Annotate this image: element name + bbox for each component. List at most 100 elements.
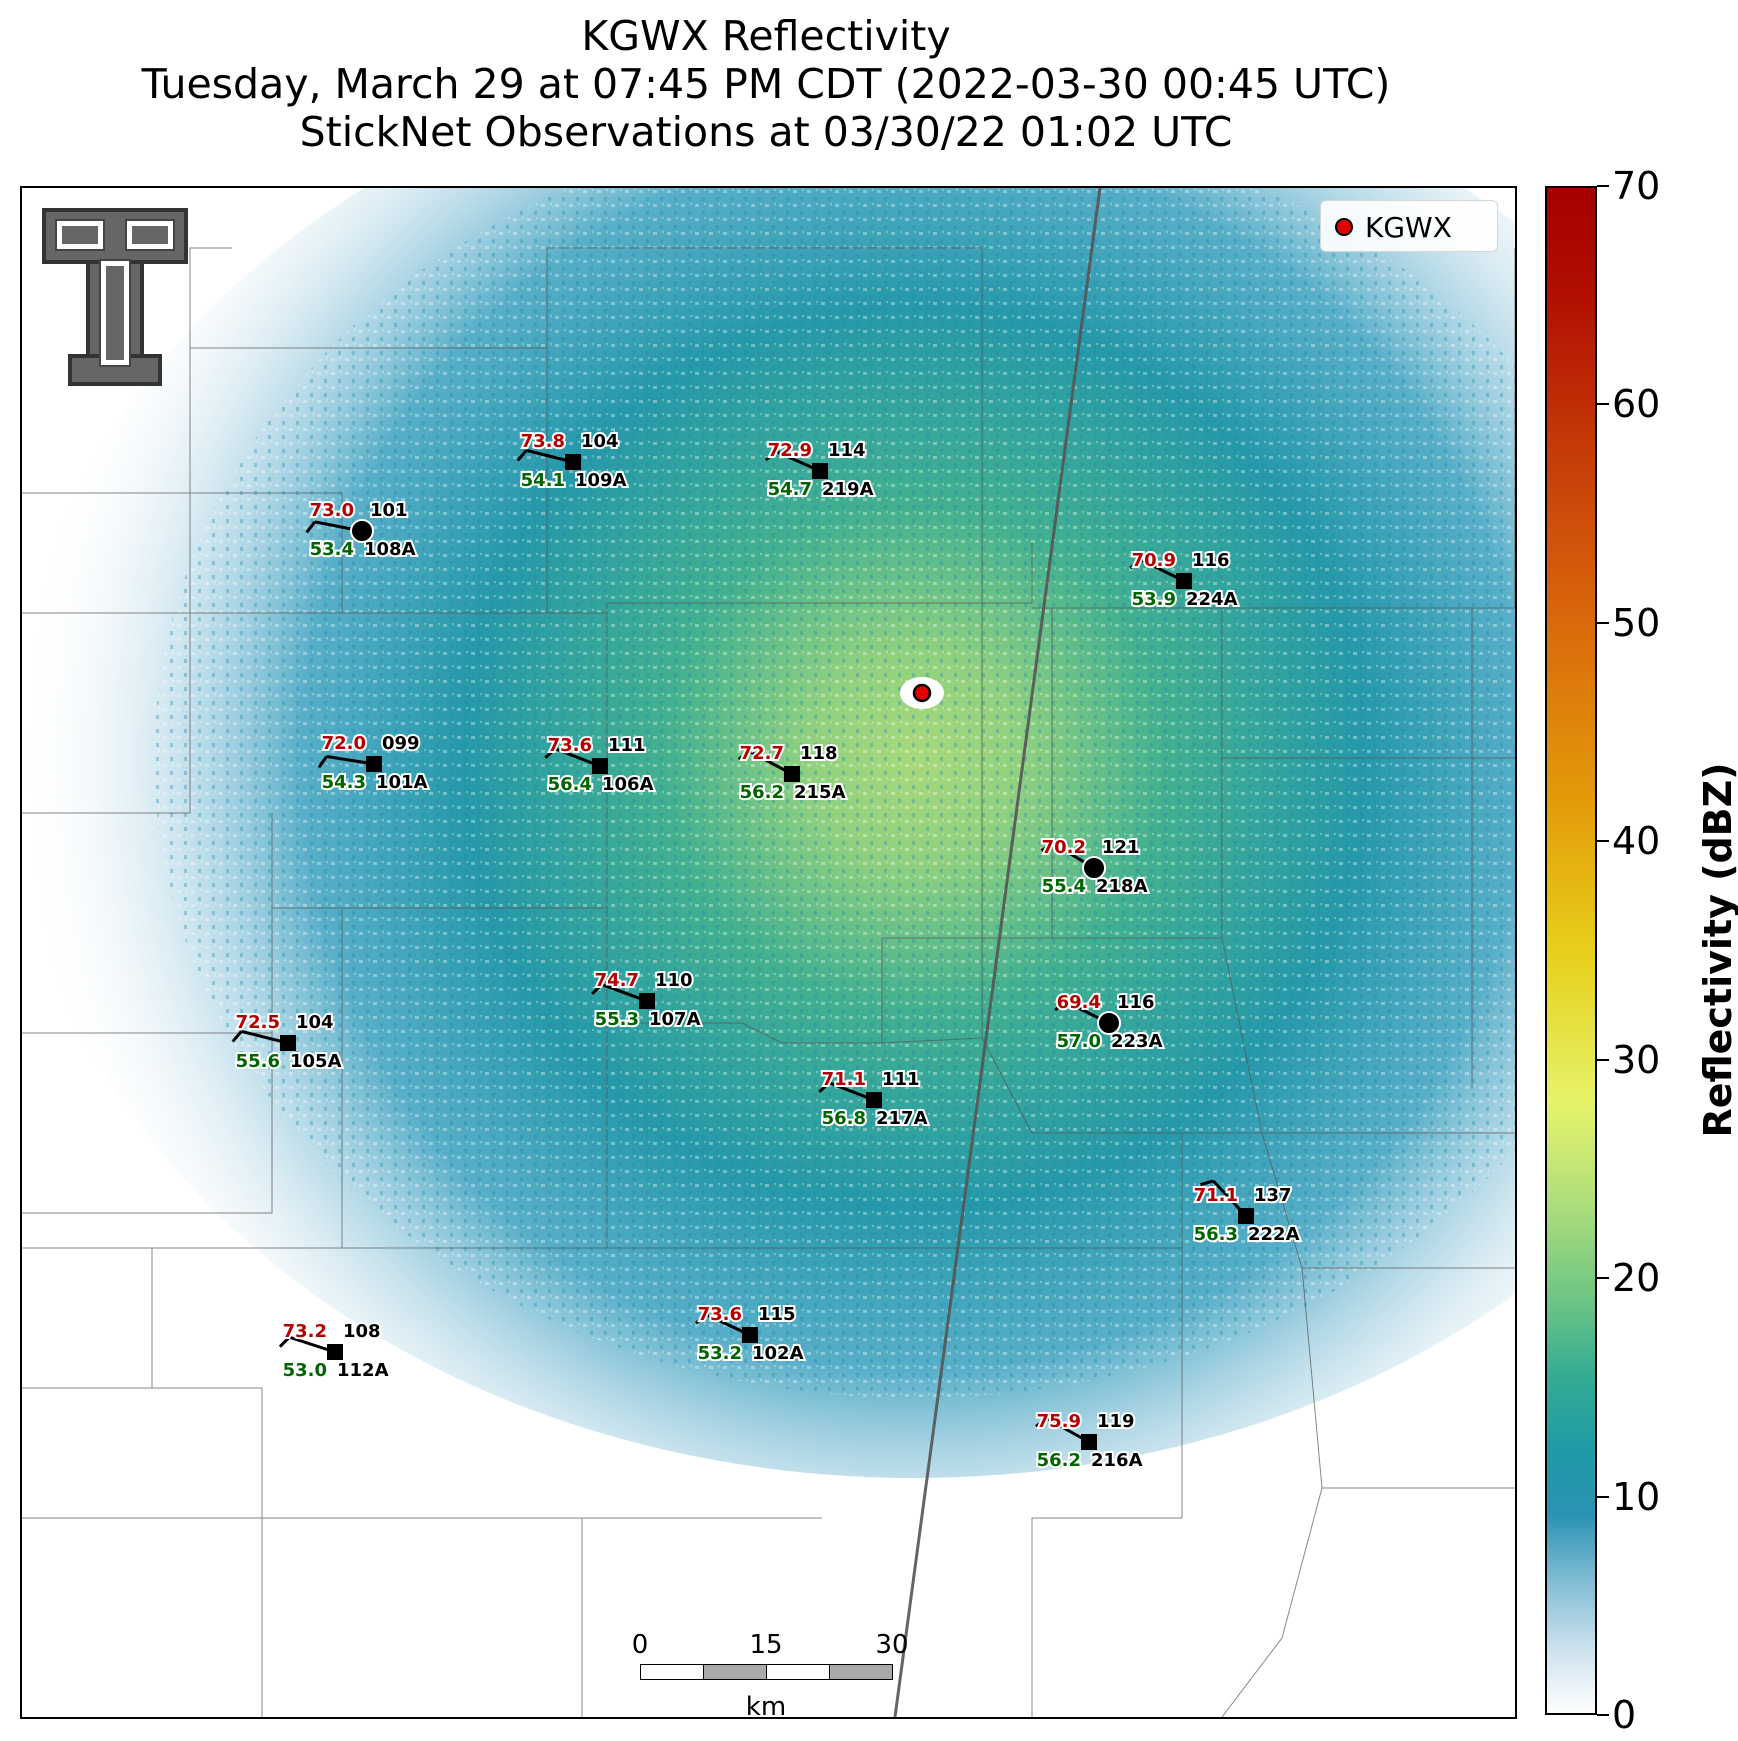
station-id: 219A: [822, 479, 874, 500]
station-plot[interactable]: 73.0 101 53.4 108A: [305, 498, 418, 562]
scale-segment: [703, 1664, 767, 1680]
station-id: 112A: [337, 1360, 389, 1381]
station-plot[interactable]: 74.7 110 55.3 107A: [591, 968, 703, 1032]
station-marker-circle: [1082, 856, 1106, 880]
station-id: 106A: [602, 774, 654, 795]
station-dewpoint: 53.9: [1132, 589, 1176, 610]
station-marker-circle: [1097, 1011, 1121, 1035]
station-dewpoint: 56.3: [1194, 1224, 1238, 1245]
highway-line: [893, 188, 1102, 1717]
station-wind-direction: 108: [343, 1321, 381, 1342]
station-marker-square: [280, 1035, 296, 1051]
colorbar: [1545, 186, 1597, 1715]
wind-barb-flag: [695, 1313, 708, 1325]
station-id: 108A: [364, 539, 416, 560]
colorbar-tick: [1597, 1058, 1609, 1061]
chart-title: KGWX Reflectivity Tuesday, March 29 at 0…: [0, 12, 1532, 156]
station-marker-square: [812, 463, 828, 479]
station-wind-direction: 121: [1102, 837, 1140, 858]
colorbar-tick: [1597, 1277, 1609, 1280]
station-temperature: 73.0: [310, 500, 354, 521]
station-id: 217A: [876, 1108, 928, 1129]
station-dewpoint: 54.7: [768, 479, 812, 500]
map-legend: KGWX: [1320, 200, 1498, 252]
colorbar-title: Reflectivity (dBZ): [1696, 762, 1738, 1138]
station-temperature: 69.4: [1057, 992, 1101, 1013]
stations-layer: 73.0 101 53.4 108A 73.8 104 54.1 109A 72.9 114 54.…: [231, 429, 1302, 1473]
colorbar-tick-label: 10: [1612, 1474, 1661, 1519]
texas-tech-logo: [40, 206, 190, 400]
station-temperature: 73.2: [283, 1321, 327, 1342]
station-plot[interactable]: 70.9 116 53.9 224A: [1129, 548, 1240, 612]
station-id: 101A: [376, 772, 428, 793]
station-plot[interactable]: 73.2 108 53.0 112A: [278, 1319, 391, 1383]
station-id: 224A: [1186, 589, 1238, 610]
radar-map[interactable]: 73.0 101 53.4 108A 73.8 104 54.1 109A 72.9 114 54.…: [20, 186, 1517, 1719]
station-id: 223A: [1111, 1031, 1163, 1052]
station-id: 215A: [794, 782, 846, 803]
station-dewpoint: 55.6: [236, 1051, 280, 1072]
station-marker-square: [1238, 1208, 1254, 1224]
station-plot[interactable]: 73.6 115 53.2 102A: [695, 1302, 806, 1366]
wind-barb-flag: [737, 750, 751, 761]
radar-map-svg: 73.0 101 53.4 108A 73.8 104 54.1 109A 72.9 114 54.…: [22, 188, 1515, 1717]
station-wind-direction: 115: [758, 1304, 796, 1325]
station-wind-direction: 137: [1254, 1185, 1292, 1206]
station-dewpoint: 56.2: [740, 782, 784, 803]
station-marker-square: [565, 454, 581, 470]
station-temperature: 73.6: [698, 1304, 742, 1325]
station-temperature: 71.1: [1194, 1185, 1238, 1206]
colorbar-tick-label: 40: [1612, 819, 1661, 864]
wind-barb-flag: [1035, 1417, 1048, 1428]
station-plot[interactable]: 70.2 121 55.4 218A: [1040, 835, 1150, 899]
colorbar-tick: [1597, 185, 1609, 187]
station-plot[interactable]: 71.1 111 56.8 217A: [818, 1067, 930, 1131]
station-plot[interactable]: 75.9 119 56.2 216A: [1035, 1409, 1145, 1473]
station-plot[interactable]: 69.4 116 57.0 223A: [1054, 990, 1165, 1054]
scale-segment: [766, 1664, 830, 1680]
reflectivity-texture: [154, 188, 1515, 1398]
county-boundaries: [22, 247, 1515, 1717]
station-id: 107A: [649, 1009, 701, 1030]
radar-site-legend-marker: [1335, 218, 1353, 236]
station-plot[interactable]: 72.9 114 54.7 219A: [764, 438, 876, 502]
wind-barb-flag: [818, 1081, 831, 1093]
station-id: 105A: [290, 1051, 342, 1072]
colorbar-tick: [1597, 1714, 1609, 1716]
station-plot[interactable]: 72.5 104 55.6 105A: [231, 1010, 344, 1074]
station-temperature: 72.0: [322, 733, 366, 754]
station-wind-direction: 104: [581, 431, 619, 452]
station-wind-direction: 116: [1192, 550, 1230, 571]
wind-barb-flag: [305, 520, 317, 534]
station-dewpoint: 55.3: [595, 1009, 639, 1030]
station-plot[interactable]: 73.8 104 54.1 109A: [516, 429, 629, 493]
station-temperature: 75.9: [1037, 1411, 1081, 1432]
radar-site-marker: [912, 683, 932, 703]
scale-tick-15: 15: [749, 1630, 783, 1660]
station-wind-direction: 116: [1117, 992, 1155, 1013]
wind-barb-flag: [764, 450, 778, 462]
station-plot[interactable]: 73.6 111 56.4 106A: [544, 733, 656, 797]
station-temperature: 72.7: [740, 743, 784, 764]
station-dewpoint: 57.0: [1057, 1031, 1101, 1052]
station-dewpoint: 54.3: [322, 772, 366, 793]
station-wind-direction: 118: [800, 743, 838, 764]
scale-segment: [640, 1664, 704, 1680]
station-marker-square: [1176, 573, 1192, 589]
station-wind-direction: 111: [882, 1069, 920, 1090]
wind-barb-flag: [278, 1336, 291, 1348]
station-marker-square: [742, 1327, 758, 1343]
station-dewpoint: 56.8: [822, 1108, 866, 1129]
double-t-icon: [42, 208, 188, 386]
station-temperature: 73.6: [548, 735, 592, 756]
station-dewpoint: 53.4: [310, 539, 354, 560]
station-marker-square: [639, 993, 655, 1009]
station-marker-square: [784, 766, 800, 782]
station-dewpoint: 53.2: [698, 1343, 742, 1364]
station-plot[interactable]: 71.1 137 56.3 222A: [1192, 1179, 1302, 1247]
station-plot[interactable]: 72.0 099 54.3 101A: [317, 731, 430, 795]
station-temperature: 72.9: [768, 440, 812, 461]
station-plot[interactable]: 72.7 118 56.2 215A: [737, 741, 848, 805]
scale-segment: [829, 1664, 893, 1680]
title-line-1: KGWX Reflectivity: [581, 12, 951, 60]
